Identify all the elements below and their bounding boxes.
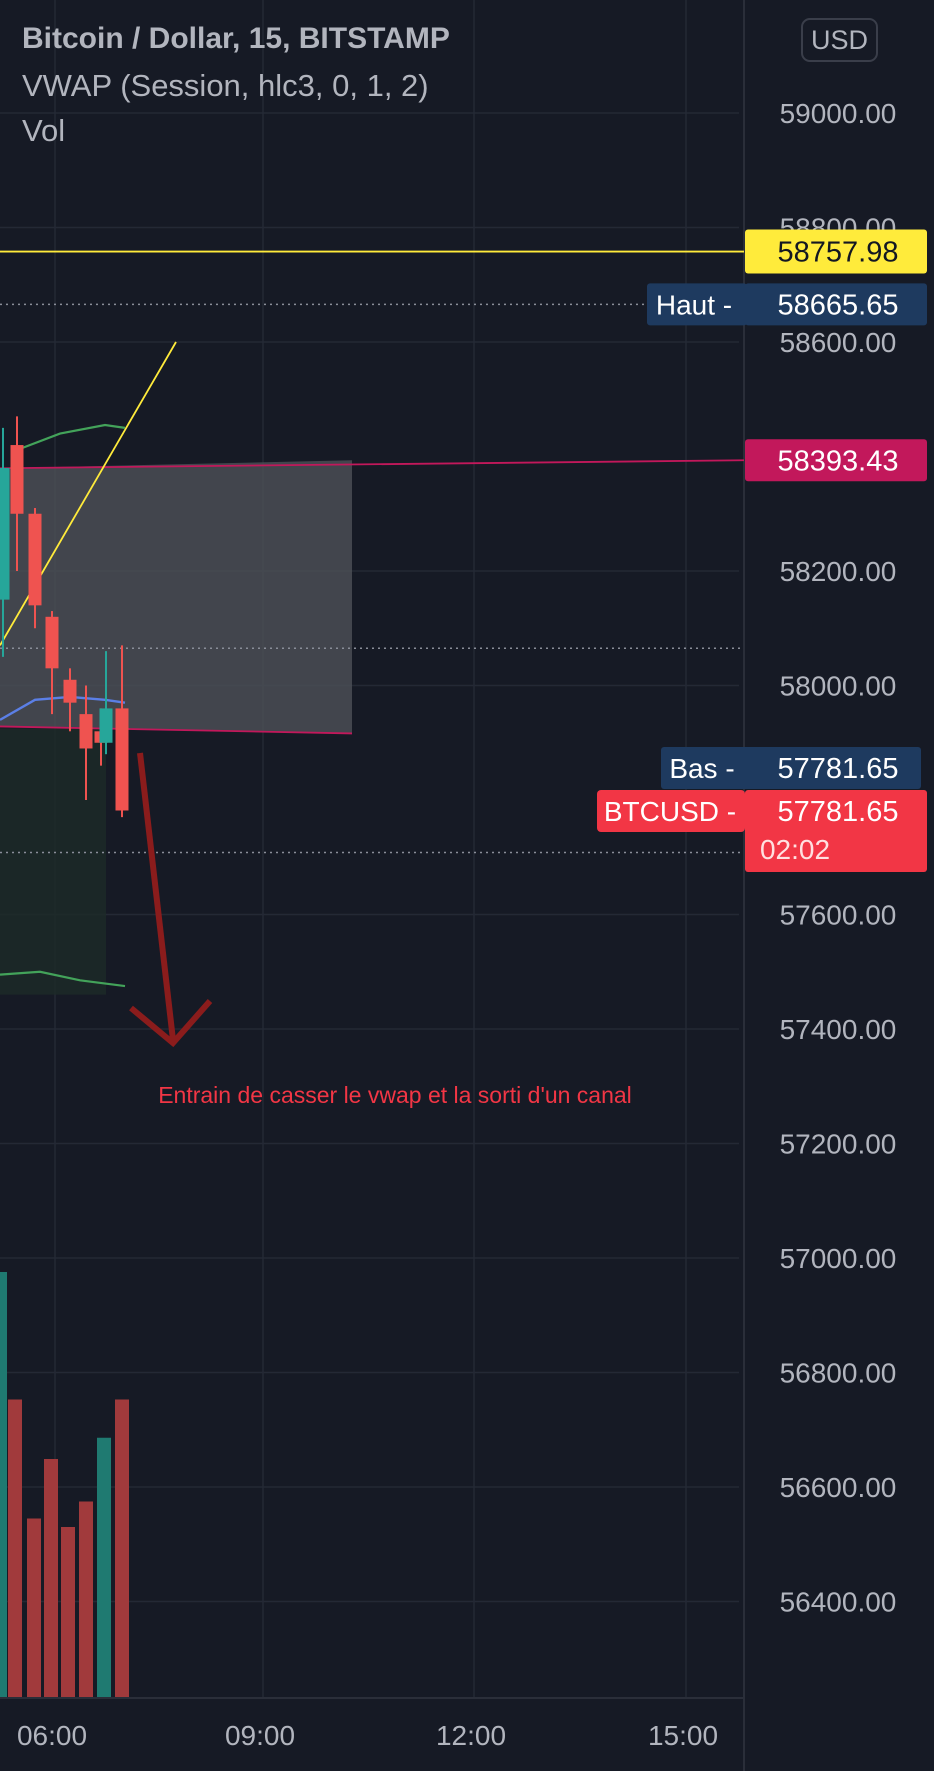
volume-indicator-label[interactable]: Vol: [22, 113, 66, 148]
candle-body: [45, 616, 59, 669]
grid: [0, 0, 745, 1771]
time-tick: 12:00: [436, 1720, 506, 1751]
channel-box: [0, 460, 352, 734]
price-tick: 58200.00: [780, 556, 897, 587]
current-price-box: [745, 790, 927, 872]
vwap-lower-band: [0, 970, 126, 988]
drawings: [0, 250, 745, 1048]
price-label-value: 58757.98: [778, 237, 899, 269]
time-tick: 09:00: [225, 1720, 295, 1751]
vwap-indicator-label[interactable]: VWAP (Session, hlc3, 0, 1, 2): [22, 68, 429, 103]
low-label-value: 57781.65: [778, 753, 899, 785]
arrow-head: [129, 999, 213, 1048]
time-axis[interactable]: 06:00 09:00 12:00 15:00: [17, 1720, 718, 1751]
current-tag-label: BTCUSD -: [604, 796, 736, 827]
volume-bars: [0, 1272, 129, 1697]
time-tick: 06:00: [17, 1720, 87, 1751]
volume-bar: [0, 1272, 7, 1697]
price-tick: 57000.00: [780, 1243, 897, 1274]
price-label-value: 58665.65: [778, 289, 899, 321]
price-tick: 56400.00: [780, 1587, 897, 1618]
volume-bar: [44, 1459, 58, 1697]
candle-body: [79, 714, 93, 749]
price-tick: 57200.00: [780, 1129, 897, 1160]
volume-bar: [115, 1399, 129, 1697]
arrow-shaft: [137, 752, 176, 1041]
volume-bar: [27, 1518, 41, 1697]
annotation-text: Entrain de casser le vwap et la sorti d'…: [158, 1082, 632, 1108]
volume-bar: [8, 1399, 22, 1697]
price-tick: 58600.00: [780, 327, 897, 358]
price-tick: 57400.00: [780, 1014, 897, 1045]
candles: [0, 416, 129, 818]
candle-body: [28, 513, 42, 606]
high-tag-box: [647, 283, 747, 326]
candle-body: [115, 708, 129, 811]
price-axis[interactable]: 59000.0058800.0058600.0058200.0058000.00…: [780, 98, 897, 1618]
vwap-upper-band: [14, 423, 126, 452]
symbol-title[interactable]: Bitcoin / Dollar, 15, BITSTAMP: [22, 22, 450, 55]
current-price-value: 57781.65: [778, 796, 899, 828]
candle-body: [0, 467, 10, 600]
low-tag-label: Bas -: [669, 753, 734, 784]
volume-bar: [61, 1527, 75, 1697]
candle-body: [10, 445, 24, 514]
price-tick: 56800.00: [780, 1358, 897, 1389]
price-tick: 58000.00: [780, 671, 897, 702]
price-tick: 56600.00: [780, 1472, 897, 1503]
volume-bar: [97, 1437, 111, 1697]
candle-body: [63, 679, 77, 703]
vwap-band-fill: [0, 728, 106, 995]
price-label-box: [745, 439, 927, 482]
countdown-timer: 02:02: [760, 834, 830, 865]
high-tag-label: Haut -: [656, 289, 732, 320]
channel-bottom-line: [0, 725, 353, 735]
price-label-box: [745, 229, 927, 274]
price-labels: 58757.98 58665.65 58393.43 Haut - Bas - 57781…: [597, 229, 927, 872]
time-tick: 15:00: [648, 1720, 718, 1751]
candle-body: [99, 708, 113, 743]
price-tick: 59000.00: [780, 98, 897, 129]
low-label-box: [661, 747, 921, 789]
price-label-box: [745, 283, 927, 326]
current-tag-box: [597, 790, 745, 832]
price-label-value: 58393.43: [778, 445, 899, 477]
currency-button[interactable]: USD: [801, 18, 878, 62]
volume-bar: [79, 1501, 93, 1697]
channel-top-line: [0, 459, 745, 470]
price-tick: 57600.00: [780, 900, 897, 931]
